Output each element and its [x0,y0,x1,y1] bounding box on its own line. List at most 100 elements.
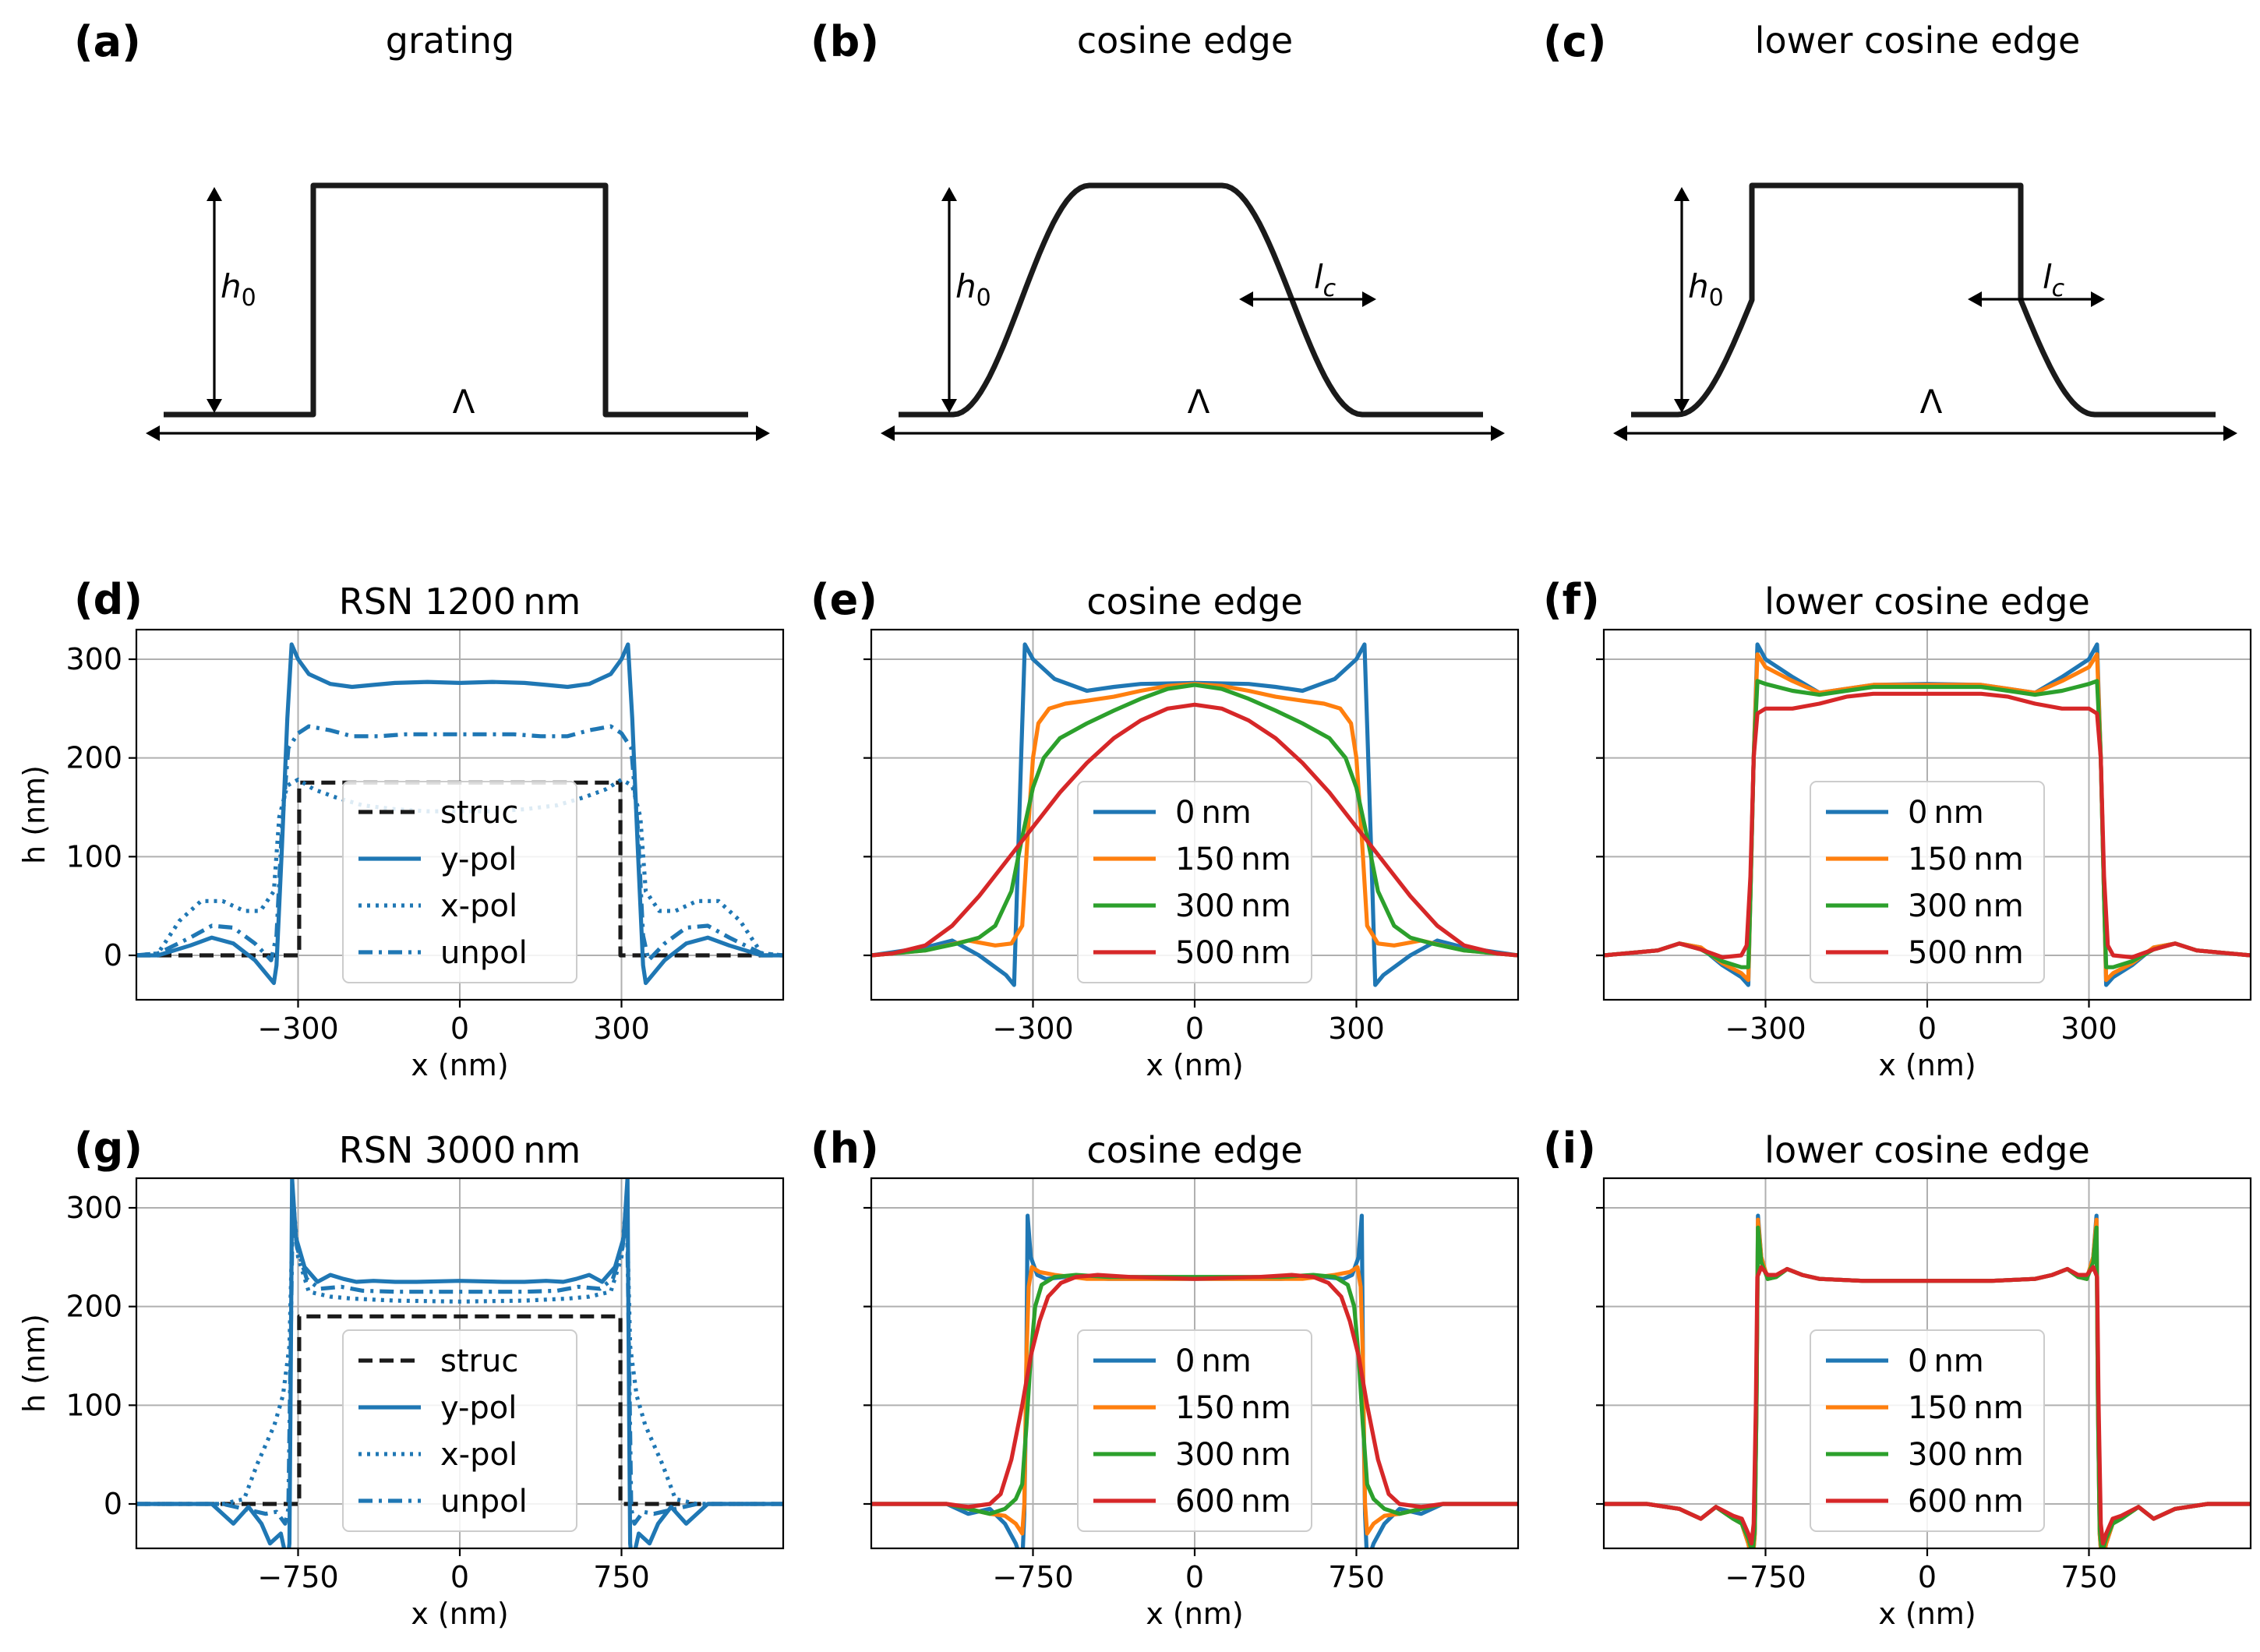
legend-label: 150 nm [1175,842,1291,877]
legend-label: unpol [440,1484,528,1520]
legend-label: 500 nm [1908,935,2024,971]
panel-letter: (a) [74,17,141,66]
schematic-row: (a) grating h0 Λ (b) cosine edge h0 Λlc (c) lower… [74,17,2237,441]
arrowhead-up [1674,187,1690,201]
series-line [136,1205,783,1506]
panel-title: grating [386,19,514,62]
y-tick-label: 200 [65,741,122,775]
legend-label: y-pol [440,842,517,877]
chart-title: cosine edge [1086,1129,1302,1171]
series-group [1604,642,2251,987]
series-line [136,642,783,986]
series-group [871,642,1518,987]
x-tick-label: 300 [593,1011,650,1046]
height-label: h0 [1688,267,1724,312]
legend-label: 0 nm [1175,795,1252,831]
panel-letter: (e) [810,575,878,624]
x-tick-label: −300 [257,1011,338,1046]
legend-label: struc [440,795,518,831]
panel-letter: (h) [810,1124,879,1173]
x-tick-label: −750 [257,1560,338,1594]
y-tick-label: 0 [104,938,122,972]
panel-title: cosine edge [1077,19,1293,62]
arrowhead-down [1674,399,1690,413]
legend-label: 150 nm [1175,1390,1291,1426]
series-line [1604,679,2251,969]
chart-d: (d) RSN 1200 nm −300 0 300 0 100 200 300 x (nm) h … [17,575,785,1082]
legend-label: struc [440,1343,518,1379]
legend-box [1077,1329,1312,1532]
legend-label: x-pol [440,1437,517,1473]
legend-label: 0 nm [1175,1343,1252,1379]
legend-label: 150 nm [1908,842,2024,877]
arrowhead-left [146,425,160,441]
x-tick-label: 300 [2060,1011,2117,1046]
x-tick-label: −750 [992,1560,1073,1594]
legend-box [1810,1329,2045,1532]
period-label: Λ [1188,383,1210,421]
y-tick-label: 300 [65,642,122,676]
y-tick-label: 300 [65,1191,122,1225]
arrowhead-right [2223,425,2237,441]
arrowhead-left [1613,425,1627,441]
chart-g: (g) RSN 3000 nm −750 0 750 0 100 200 300 x (nm) h … [17,1124,785,1631]
panel-letter: (b) [810,17,879,66]
legend-box [342,1329,577,1532]
legend: 0 nm 150 nm 300 nm 500 nm [1077,781,1312,983]
series-line [1604,691,2251,960]
series-group [1604,1213,2251,1548]
schematic-cosine: (b) cosine edge h0 Λlc [810,17,1505,441]
legend-label: 300 nm [1175,1437,1291,1473]
series-line [136,724,783,962]
legend-label: x-pol [440,888,517,924]
chart-e: (e) cosine edge −300 0 300 x (nm) 0 nm 150 nm 30… [810,575,1520,1082]
profile-line [164,182,748,418]
schematic-lower_cosine: (c) lower cosine edge h0 Λlc [1543,17,2237,441]
chart-title: lower cosine edge [1764,581,2090,623]
arrowhead-left [881,425,895,441]
period-label: Λ [453,383,475,421]
x-axis-label: x (nm) [1878,1597,1976,1631]
series-group [871,1213,1518,1548]
legend-label: 0 nm [1908,795,1984,831]
profile-line [899,182,1483,418]
legend-label: 0 nm [1908,1343,1984,1379]
legend-box [342,781,577,983]
height-label: h0 [221,267,256,312]
panel-title: lower cosine edge [1755,19,2081,62]
arrowhead-up [207,187,222,201]
series-line [136,1205,783,1526]
y-tick-label: 0 [104,1487,122,1521]
panel-letter: (c) [1543,17,1606,66]
series-line [136,777,783,958]
arrowhead-up [941,187,957,201]
series-line [136,1314,783,1506]
series-line [871,702,1518,958]
x-tick-label: 750 [1328,1560,1385,1594]
x-tick-label: 0 [450,1560,469,1594]
chart-i: (i) lower cosine edge −750 0 750 x (nm) 0 nm 15… [1543,1124,2252,1631]
x-axis-label: x (nm) [1146,1597,1243,1631]
arrowhead-left [1239,291,1253,307]
legend-label: 600 nm [1175,1484,1291,1520]
legend: 0 nm 150 nm 300 nm 600 nm [1077,1329,1312,1532]
height-label: h0 [955,267,991,312]
chart-title: lower cosine edge [1764,1129,2090,1171]
x-tick-label: 0 [450,1011,469,1046]
arrowhead-right [756,425,770,441]
arrowhead-down [207,399,222,413]
y-tick-label: 100 [65,839,122,874]
chart-title: cosine edge [1086,581,1302,623]
legend: 0 nm 150 nm 300 nm 500 nm [1810,781,2045,983]
period-label: Λ [1920,383,1943,421]
legend-label: unpol [440,935,528,971]
panel-letter: (f) [1543,575,1600,624]
legend: struc y-pol x-pol unpol [342,1329,577,1532]
arrowhead-right [2091,291,2105,307]
edge-length-label: lc [2043,258,2065,302]
legend-label: 150 nm [1908,1390,2024,1426]
y-axis-label: h (nm) [17,1314,51,1413]
arrowhead-right [1491,425,1505,441]
legend: struc y-pol x-pol unpol [342,781,577,983]
